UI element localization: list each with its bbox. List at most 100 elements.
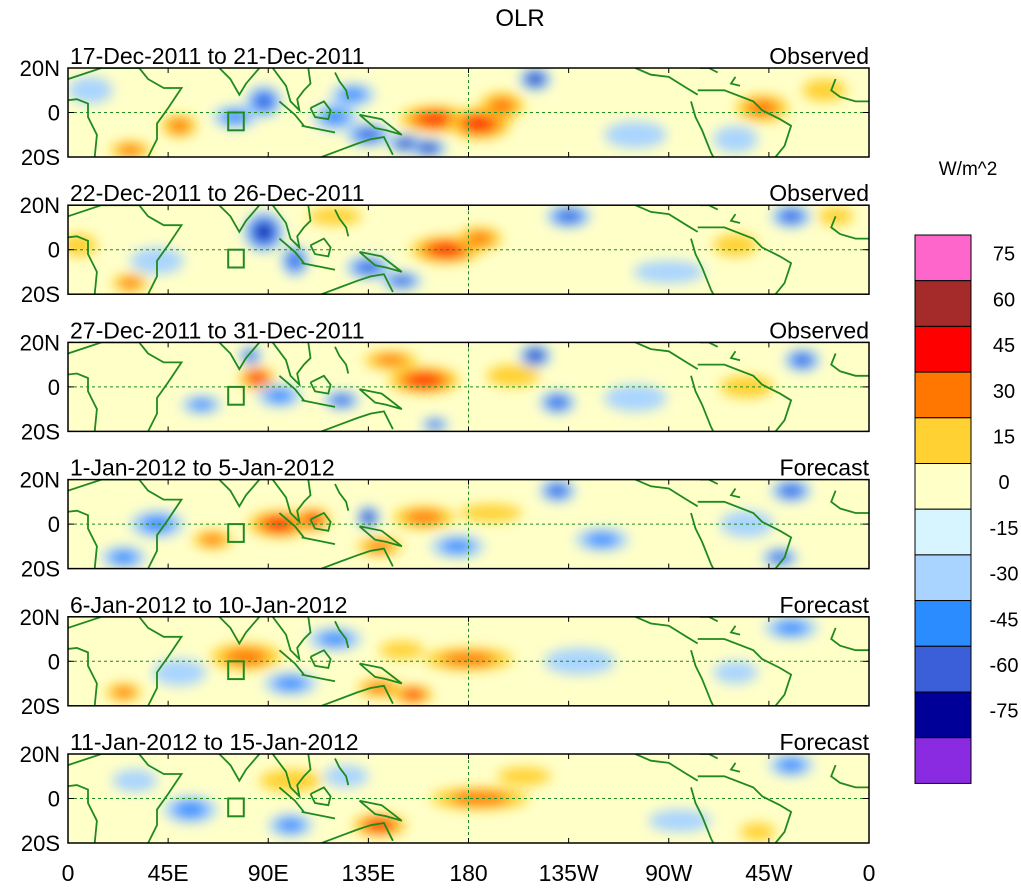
coastline bbox=[321, 547, 394, 569]
negative-anomaly bbox=[604, 121, 667, 149]
coastline bbox=[68, 98, 98, 157]
coastline bbox=[309, 649, 332, 670]
negative-anomaly bbox=[529, 351, 541, 360]
y-tick-label: 0 bbox=[48, 649, 60, 674]
y-tick-label: 0 bbox=[48, 238, 60, 263]
colorbar-swatch bbox=[914, 645, 972, 693]
y-tick-label: 0 bbox=[48, 375, 60, 400]
colorbar-level-label: -60 bbox=[990, 655, 1019, 677]
panel-5: 6-Jan-2012 to 10-Jan-2012 Forecast 20N 0 20S bbox=[20, 592, 870, 719]
positive-anomaly bbox=[403, 690, 422, 699]
map-area bbox=[68, 616, 869, 706]
panel-kind-label: Forecast bbox=[780, 729, 870, 755]
coastline bbox=[271, 342, 312, 388]
coastline bbox=[218, 479, 261, 509]
colorbar-swatch bbox=[914, 280, 972, 327]
positive-anomaly bbox=[200, 534, 225, 546]
y-tick-label: 20S bbox=[21, 694, 60, 719]
reference-box bbox=[227, 660, 245, 681]
negative-anomaly bbox=[549, 485, 566, 496]
negative-anomaly bbox=[774, 621, 808, 635]
coastline bbox=[729, 762, 741, 773]
positive-anomaly bbox=[117, 144, 143, 156]
anomaly-field bbox=[105, 616, 818, 704]
coastline bbox=[635, 479, 699, 508]
panel-6: 11-Jan-2012 to 15-Jan-2012 Forecast 20N 0 20… bbox=[20, 729, 870, 856]
coastline bbox=[690, 649, 715, 706]
negative-anomaly bbox=[794, 355, 811, 366]
coastline bbox=[321, 684, 394, 706]
negative-anomaly bbox=[140, 515, 174, 533]
negative-anomaly bbox=[777, 758, 805, 772]
coastline bbox=[321, 136, 394, 157]
negative-anomaly bbox=[558, 211, 579, 222]
coastline bbox=[699, 754, 719, 760]
colorbar-swatch bbox=[914, 554, 972, 602]
colorbar-level-label: 0 bbox=[998, 472, 1009, 494]
negative-anomaly bbox=[276, 818, 305, 833]
coastline bbox=[635, 616, 699, 645]
coastline bbox=[218, 616, 261, 646]
coastline bbox=[68, 205, 184, 295]
coastline bbox=[68, 479, 184, 569]
panel-4: 1-Jan-2012 to 5-Jan-2012 Forecast 20N 0 20S bbox=[20, 455, 870, 582]
coastline bbox=[830, 764, 869, 789]
colorbar-swatch bbox=[914, 737, 972, 784]
coastline bbox=[334, 483, 350, 511]
coastline bbox=[697, 500, 793, 569]
panel-kind-label: Forecast bbox=[780, 455, 870, 481]
coastline bbox=[699, 342, 719, 348]
x-tick-label: 90E bbox=[248, 860, 289, 886]
y-tick-label: 0 bbox=[48, 787, 60, 812]
y-tick-label: 0 bbox=[48, 101, 60, 126]
x-tick-label: 135W bbox=[539, 860, 599, 886]
negative-anomaly bbox=[109, 550, 138, 565]
coastline bbox=[271, 479, 312, 525]
positive-anomaly bbox=[497, 767, 551, 786]
coastline bbox=[309, 786, 332, 807]
negative-anomaly bbox=[358, 129, 379, 140]
negative-anomaly bbox=[173, 801, 207, 818]
x-axis: 0 45E 90E 135E 180 135W 90W 45W 0 bbox=[62, 860, 876, 886]
colorbar-swatch bbox=[914, 600, 972, 647]
coastline bbox=[278, 237, 305, 264]
coastline bbox=[358, 799, 403, 822]
coastline bbox=[271, 205, 312, 251]
negative-anomaly bbox=[782, 485, 801, 496]
coastline bbox=[690, 512, 715, 569]
negative-anomaly bbox=[549, 397, 566, 408]
positive-anomaly bbox=[308, 207, 362, 226]
coastline bbox=[278, 375, 305, 401]
positive-anomaly bbox=[465, 231, 494, 246]
x-tick-label: 180 bbox=[449, 860, 487, 886]
negative-anomaly bbox=[422, 145, 435, 152]
coastline bbox=[830, 215, 869, 240]
x-tick-label: 90W bbox=[645, 860, 693, 886]
coastline bbox=[309, 374, 332, 395]
y-tick-label: 20N bbox=[20, 742, 60, 767]
positive-anomaly bbox=[465, 116, 494, 131]
panel-kind-label: Forecast bbox=[780, 592, 870, 618]
positive-anomaly bbox=[168, 119, 191, 133]
negative-anomaly bbox=[68, 76, 113, 104]
negative-anomaly bbox=[400, 140, 413, 147]
negative-anomaly bbox=[585, 532, 619, 547]
coastline bbox=[358, 525, 403, 548]
positive-anomaly bbox=[739, 822, 776, 841]
positive-anomaly bbox=[486, 364, 540, 387]
y-tick-label: 20N bbox=[20, 56, 60, 81]
panel-kind-label: Observed bbox=[769, 43, 869, 69]
negative-anomaly bbox=[713, 661, 758, 684]
coastline bbox=[68, 372, 98, 432]
y-tick-label: 20S bbox=[21, 145, 60, 170]
coastline bbox=[697, 363, 793, 432]
negative-anomaly bbox=[189, 399, 214, 411]
anomaly-field bbox=[112, 754, 814, 841]
coastline bbox=[301, 811, 336, 820]
positive-anomaly bbox=[112, 686, 135, 698]
colorbar-level-label: 45 bbox=[993, 335, 1015, 357]
colorbar-swatch bbox=[914, 371, 972, 419]
negative-anomaly bbox=[289, 253, 301, 268]
positive-anomaly bbox=[249, 373, 266, 383]
coastline bbox=[309, 511, 332, 532]
